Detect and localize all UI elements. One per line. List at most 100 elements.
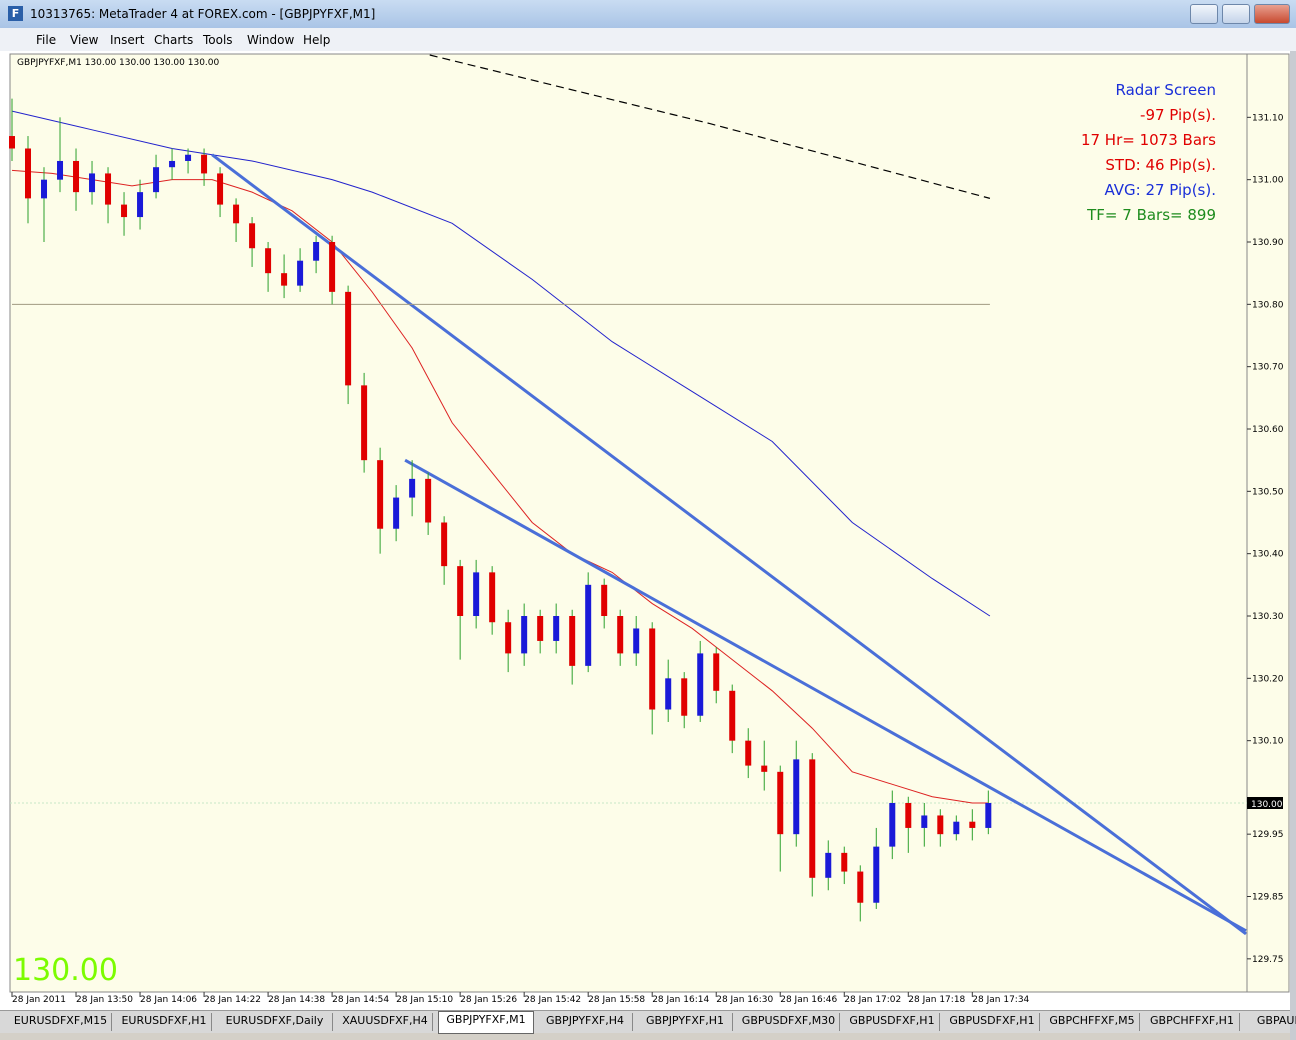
- y-tick-label: 130.50: [1252, 487, 1284, 497]
- chart-tab[interactable]: GBPJPYFXF,H4: [538, 1013, 633, 1031]
- chart-tab[interactable]: EURUSDFXF,H1: [117, 1013, 212, 1031]
- chart-tab[interactable]: EURUSDFXF,Daily: [217, 1013, 333, 1031]
- candle-body: [441, 522, 448, 567]
- candle-body: [329, 242, 336, 292]
- chart-tab[interactable]: GBPAUDFXF: [1245, 1013, 1296, 1031]
- title-bar: F 10313765: MetaTrader 4 at FOREX.com - …: [0, 0, 1296, 28]
- x-tick-label: 28 Jan 14:22: [204, 995, 261, 1005]
- candle-body: [297, 260, 304, 286]
- close-button[interactable]: [1254, 4, 1290, 24]
- chart-tab[interactable]: GBPCHFFXF,M5: [1045, 1013, 1140, 1031]
- candle-body: [617, 616, 624, 654]
- chart-tab[interactable]: GBPUSDFXF,H1: [945, 1013, 1040, 1031]
- bid-label: 130.00: [1251, 800, 1283, 810]
- x-tick-label: 28 Jan 2011: [12, 995, 66, 1005]
- candle-body: [969, 821, 976, 828]
- x-tick-label: 28 Jan 13:50: [76, 995, 133, 1005]
- x-tick-label: 28 Jan 16:30: [716, 995, 773, 1005]
- chart-tab[interactable]: XAUUSDFXF,H4: [338, 1013, 433, 1031]
- indicator-line: [11, 169, 989, 804]
- radar-text: 17 Hr= 1073 Bars: [1081, 131, 1216, 149]
- x-tick-label: 28 Jan 17:34: [972, 995, 1029, 1005]
- y-tick-label: 129.75: [1252, 955, 1284, 965]
- candle-body: [681, 678, 688, 716]
- candle-body: [201, 154, 208, 174]
- x-tick-label: 28 Jan 16:14: [652, 995, 709, 1005]
- chart-tab[interactable]: GBPJPYFXF,H1: [638, 1013, 733, 1031]
- candle-body: [585, 584, 592, 666]
- candle-body: [761, 765, 768, 772]
- y-tick-label: 130.70: [1252, 363, 1284, 373]
- candle-body: [569, 616, 576, 666]
- candle-body: [537, 616, 544, 641]
- x-tick-label: 28 Jan 15:26: [460, 995, 517, 1005]
- menu-bar: File View Insert Charts Tools Window Help: [0, 28, 1296, 51]
- chart-tab[interactable]: GBPUSDFXF,H1: [845, 1013, 940, 1031]
- candle-body: [361, 385, 368, 461]
- chart-tab[interactable]: GBPCHFFXF,H1: [1145, 1013, 1240, 1031]
- candle-body: [409, 478, 416, 498]
- radar-text: AVG: 27 Pip(s).: [1104, 181, 1216, 199]
- chart-tab[interactable]: GBPJPYFXF,M1: [438, 1011, 534, 1034]
- candle-body: [185, 154, 192, 161]
- candle-body: [233, 204, 240, 224]
- candle-body: [889, 803, 896, 847]
- x-tick-label: 28 Jan 14:38: [268, 995, 325, 1005]
- radar-text: Radar Screen: [1115, 81, 1216, 99]
- candle-body: [313, 242, 320, 261]
- y-tick-label: 130.40: [1252, 550, 1284, 560]
- x-tick-label: 28 Jan 15:58: [588, 995, 645, 1005]
- candle-body: [169, 160, 176, 168]
- minimize-button[interactable]: [1190, 4, 1218, 24]
- candle-body: [41, 179, 48, 199]
- candle-body: [649, 628, 656, 710]
- chart-tab[interactable]: GBPUSDFXF,M30: [738, 1013, 840, 1031]
- candle-body: [521, 616, 528, 654]
- y-tick-label: 129.85: [1252, 893, 1284, 903]
- candle-body: [729, 690, 736, 741]
- menu-item[interactable]: Window: [247, 33, 295, 47]
- candle-body: [793, 759, 800, 835]
- chart-tab[interactable]: EURUSDFXF,M15: [10, 1013, 112, 1031]
- candle-body: [57, 160, 64, 180]
- candle-body: [905, 803, 912, 828]
- candle-body: [217, 173, 224, 205]
- candle-body: [73, 160, 80, 193]
- candle-body: [105, 173, 112, 205]
- candle-body: [713, 653, 720, 691]
- menu-item[interactable]: Tools: [203, 33, 233, 47]
- maximize-button[interactable]: [1222, 4, 1250, 24]
- y-tick-label: 130.30: [1252, 612, 1284, 622]
- candle-body: [473, 572, 480, 616]
- x-tick-label: 28 Jan 15:10: [396, 995, 453, 1005]
- candle-body: [809, 759, 816, 878]
- menu-item[interactable]: File: [36, 33, 57, 47]
- candle-body: [697, 653, 704, 716]
- indicator-line: [404, 458, 1247, 933]
- menu-item[interactable]: View: [70, 33, 99, 47]
- app-icon: F: [8, 6, 23, 21]
- window-edge: [1290, 51, 1296, 1040]
- y-tick-label: 131.00: [1252, 176, 1284, 186]
- bid-label-box: [1247, 797, 1283, 809]
- candle-body: [937, 815, 944, 835]
- candle-body: [985, 803, 992, 828]
- chart-header: GBPJPYFXF,M1 130.00 130.00 130.00 130.00: [17, 58, 220, 68]
- candle-body: [137, 192, 144, 218]
- y-tick-label: 130.10: [1252, 737, 1284, 747]
- candle-body: [9, 136, 15, 149]
- candle-body: [265, 248, 272, 274]
- candle-body: [489, 572, 496, 623]
- x-tick-label: 28 Jan 17:02: [844, 995, 901, 1005]
- menu-item[interactable]: Charts: [154, 33, 194, 47]
- chart: GBPJPYFXF,M1 130.00 130.00 130.00 130.00…: [9, 53, 1290, 1005]
- menu-item[interactable]: Insert: [110, 33, 145, 47]
- candle-body: [281, 273, 288, 286]
- candle-body: [553, 616, 560, 641]
- candle-body: [121, 204, 128, 218]
- radar-text: -97 Pip(s).: [1140, 106, 1216, 124]
- menu-item[interactable]: Help: [303, 33, 331, 47]
- candle-body: [665, 678, 672, 710]
- candle-body: [249, 223, 256, 249]
